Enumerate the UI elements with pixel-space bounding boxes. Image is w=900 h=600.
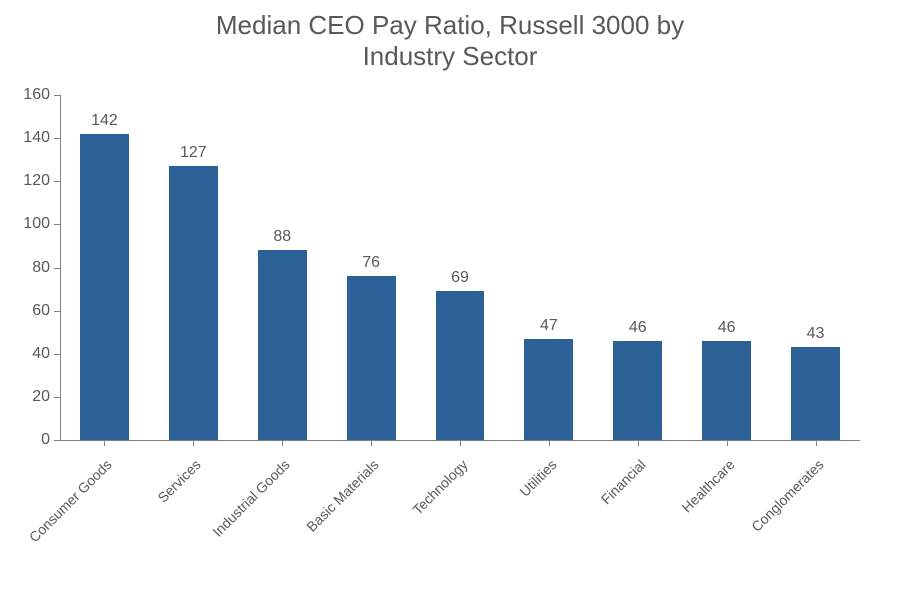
chart-title: Median CEO Pay Ratio, Russell 3000 by In… — [0, 10, 900, 72]
x-tick — [371, 440, 372, 446]
y-tick-label: 20 — [0, 388, 50, 406]
bar — [524, 339, 573, 440]
bar — [80, 134, 129, 440]
x-category-label: Consumer Goods — [0, 456, 115, 600]
chart-container: Median CEO Pay Ratio, Russell 3000 by In… — [0, 0, 900, 600]
bar-value-label: 69 — [451, 269, 469, 287]
x-tick — [816, 440, 817, 446]
y-tick — [54, 268, 60, 269]
y-tick-label: 0 — [0, 431, 50, 449]
y-axis — [60, 95, 61, 440]
y-tick-label: 80 — [0, 259, 50, 277]
bar — [169, 166, 218, 440]
bar-value-label: 43 — [807, 325, 825, 343]
y-tick-label: 60 — [0, 302, 50, 320]
bar — [258, 250, 307, 440]
bar-value-label: 46 — [718, 319, 736, 337]
y-tick — [54, 397, 60, 398]
x-tick — [638, 440, 639, 446]
y-tick — [54, 440, 60, 441]
bar-value-label: 88 — [273, 228, 291, 246]
x-tick — [193, 440, 194, 446]
y-tick-label: 140 — [0, 129, 50, 147]
bar-value-label: 76 — [362, 254, 380, 272]
bar — [436, 291, 485, 440]
bar — [347, 276, 396, 440]
y-tick-label: 160 — [0, 86, 50, 104]
bar-value-label: 142 — [91, 112, 118, 130]
bar-value-label: 46 — [629, 319, 647, 337]
y-tick — [54, 354, 60, 355]
x-tick — [104, 440, 105, 446]
y-tick-label: 40 — [0, 345, 50, 363]
bar-value-label: 127 — [180, 144, 207, 162]
bar — [613, 341, 662, 440]
y-tick — [54, 138, 60, 139]
y-tick-label: 100 — [0, 215, 50, 233]
y-tick — [54, 95, 60, 96]
bar — [702, 341, 751, 440]
x-tick — [460, 440, 461, 446]
x-tick — [727, 440, 728, 446]
y-tick — [54, 181, 60, 182]
x-tick — [549, 440, 550, 446]
x-category-label: Conglomerates — [673, 456, 826, 600]
y-tick-label: 120 — [0, 172, 50, 190]
bar-value-label: 47 — [540, 317, 558, 335]
y-tick — [54, 224, 60, 225]
x-tick — [282, 440, 283, 446]
bar — [791, 347, 840, 440]
y-tick — [54, 311, 60, 312]
